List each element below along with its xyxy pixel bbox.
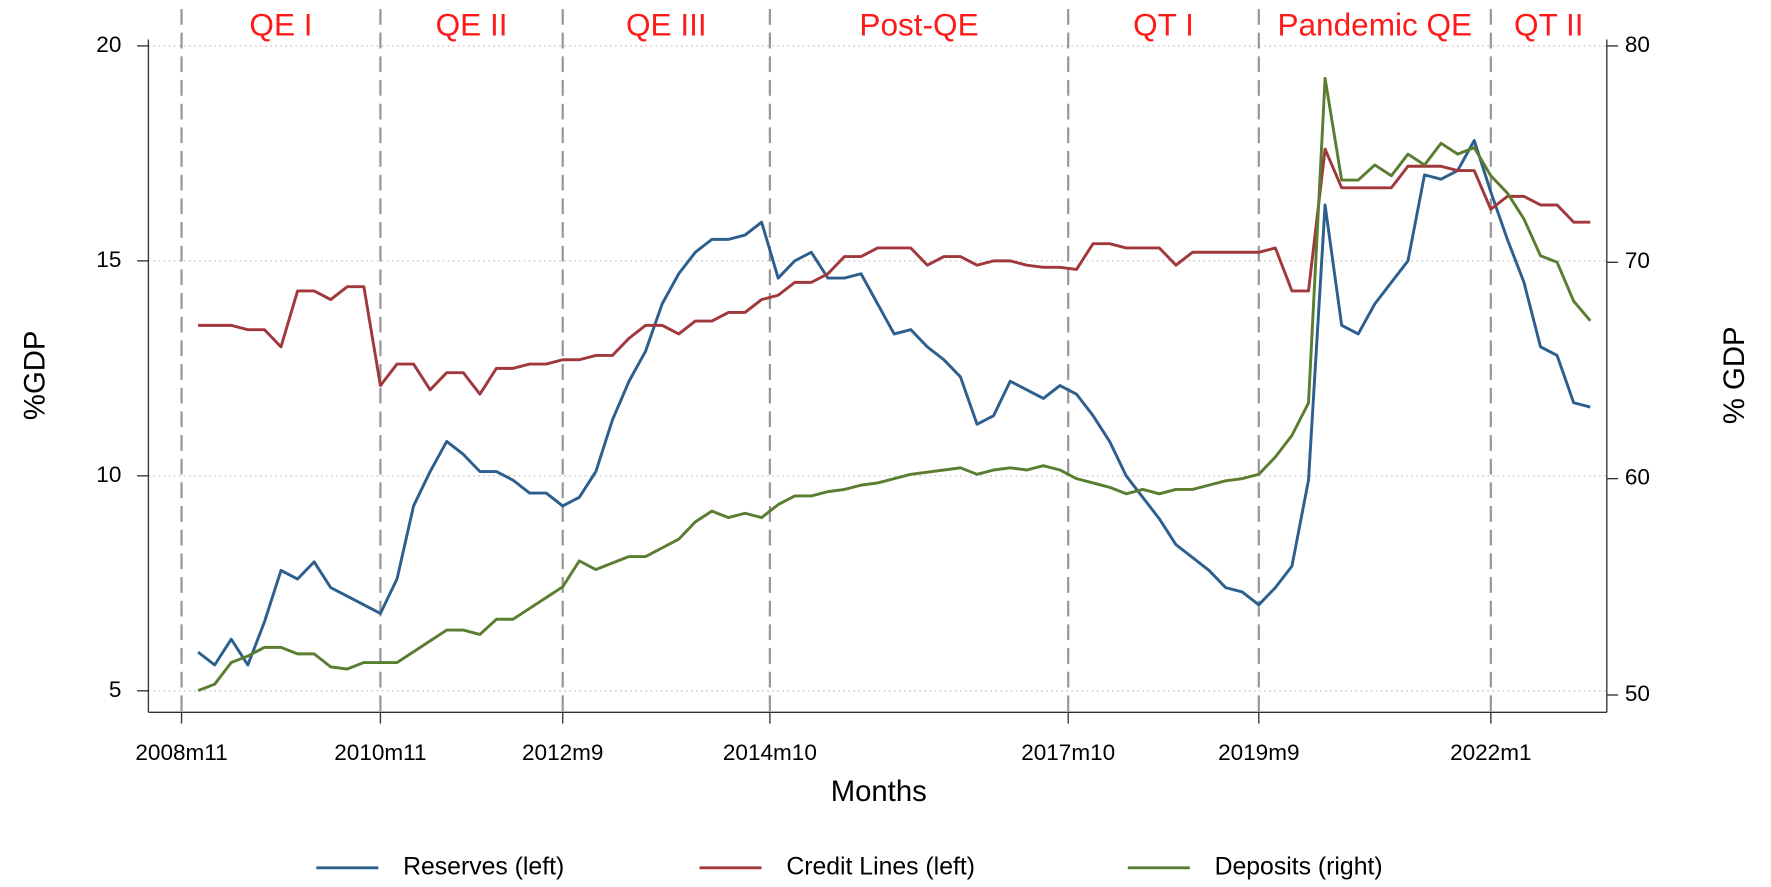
x-tick-label: 2012m9 [522, 740, 603, 765]
x-axis-title: Months [831, 775, 927, 808]
period-label: QE III [626, 6, 707, 42]
y2-tick-label: 80 [1625, 32, 1650, 57]
y2-tick-label: 70 [1625, 248, 1650, 273]
series-line [197, 139, 1591, 667]
y-axis-title: %GDP [19, 331, 52, 421]
x-tick-label: 2022m1 [1450, 740, 1531, 765]
legend-label: Reserves (left) [403, 853, 564, 880]
series-line [198, 147, 1591, 396]
period-label: Pandemic QE [1277, 6, 1472, 42]
x-tick-label: 2014m10 [723, 740, 817, 765]
y2-tick-label: 60 [1625, 465, 1650, 490]
x-tick-label: 2010m11 [334, 740, 426, 765]
legend-label: Deposits (right) [1215, 853, 1383, 880]
x-tick-label: 2019m9 [1218, 740, 1299, 765]
y-tick-label: 5 [109, 677, 122, 702]
x-tick-label: 2017m10 [1021, 740, 1115, 765]
y2-axis-title: % GDP [1718, 326, 1751, 424]
legend-label: Credit Lines (left) [786, 853, 975, 880]
y-tick-label: 15 [96, 247, 121, 272]
period-label: QE II [436, 6, 508, 42]
period-label: Post-QE [859, 6, 978, 42]
series-line [197, 76, 1592, 693]
period-label: QE I [249, 6, 312, 42]
period-label: QT I [1133, 6, 1194, 42]
period-label: QT II [1514, 6, 1584, 42]
y2-tick-label: 50 [1625, 681, 1650, 706]
y-tick-label: 20 [96, 32, 121, 57]
y-tick-label: 10 [96, 462, 121, 487]
x-tick-label: 2008m11 [135, 740, 227, 765]
